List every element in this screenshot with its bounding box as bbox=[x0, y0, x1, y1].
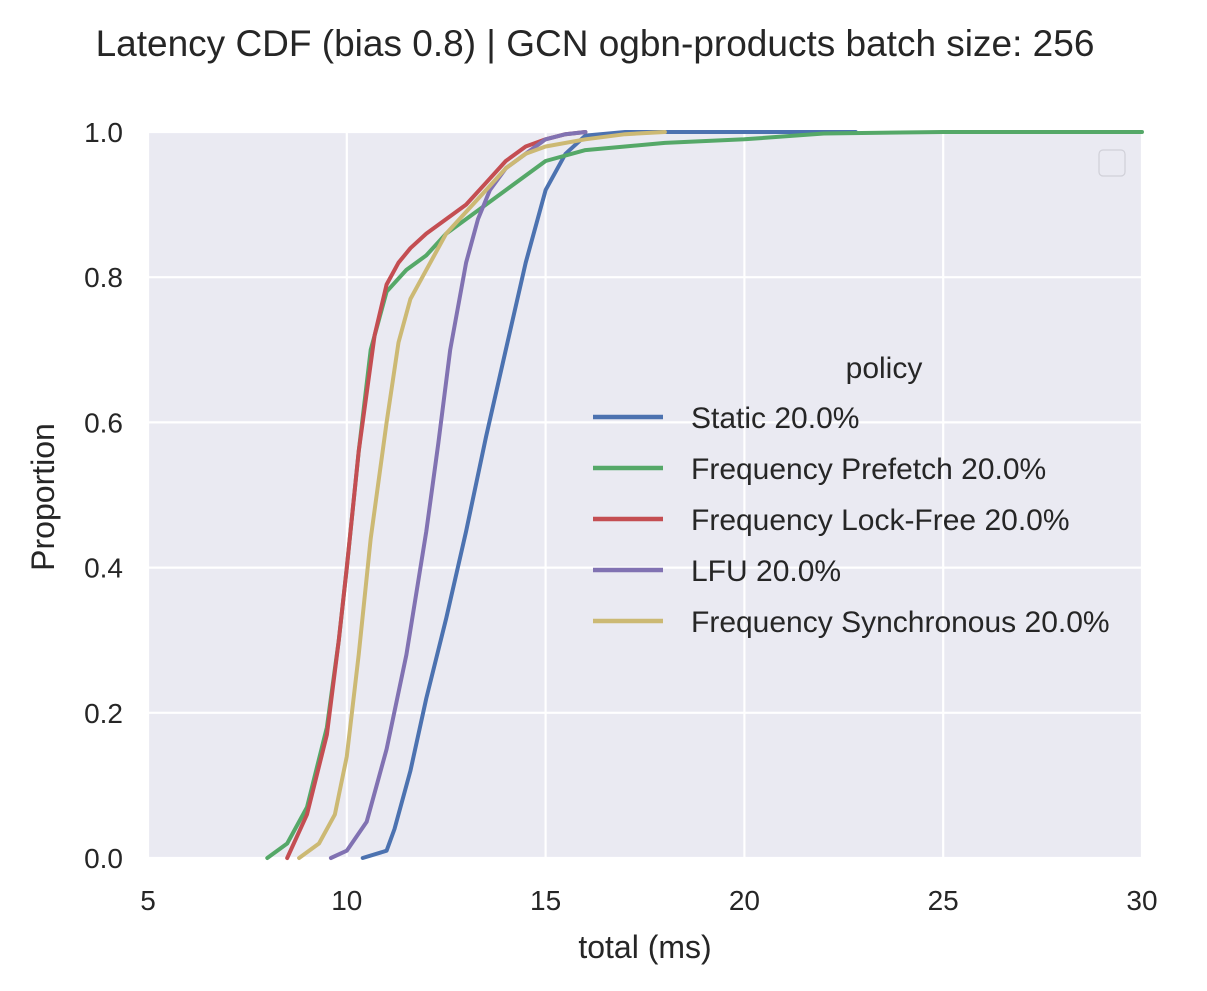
y-tick-label: 1.0 bbox=[84, 117, 123, 148]
legend-title: policy bbox=[846, 352, 923, 385]
plot-area bbox=[148, 132, 1142, 858]
legend-label-1: Frequency Prefetch 20.0% bbox=[691, 453, 1046, 486]
y-tick-label: 0.8 bbox=[84, 262, 123, 293]
legend-label-0: Static 20.0% bbox=[691, 402, 859, 435]
x-tick-label: 10 bbox=[331, 885, 362, 916]
x-axis-label: total (ms) bbox=[578, 929, 711, 965]
series-line-4 bbox=[297, 130, 667, 860]
series-lines bbox=[265, 130, 1144, 860]
legend: policy Static 20.0% Frequency Prefetch 20… bbox=[593, 352, 1110, 639]
x-tick-label: 25 bbox=[928, 885, 959, 916]
series-line-3 bbox=[328, 130, 588, 860]
y-tick-label: 0.6 bbox=[84, 407, 123, 438]
chart-title: Latency CDF (bias 0.8) | GCN ogbn-produc… bbox=[96, 23, 1095, 64]
y-axis-ticks: 0.0 0.2 0.4 0.6 0.8 1.0 bbox=[84, 117, 123, 874]
y-tick-label: 0.4 bbox=[84, 553, 123, 584]
legend-box bbox=[1098, 149, 1126, 177]
x-tick-label: 20 bbox=[729, 885, 760, 916]
grid-lines bbox=[146, 130, 1144, 860]
y-tick-label: 0.2 bbox=[84, 698, 123, 729]
legend-label-4: Frequency Synchronous 20.0% bbox=[691, 606, 1110, 639]
x-tick-label: 15 bbox=[530, 885, 561, 916]
x-tick-label: 30 bbox=[1126, 885, 1157, 916]
legend-label-2: Frequency Lock-Free 20.0% bbox=[691, 504, 1070, 537]
x-axis-ticks: 5 10 15 20 25 30 bbox=[140, 885, 1157, 916]
y-axis-label: Proportion bbox=[25, 423, 61, 571]
legend-label-3: LFU 20.0% bbox=[691, 555, 841, 588]
series-line-2 bbox=[285, 130, 588, 860]
series-line-0 bbox=[360, 130, 858, 860]
y-tick-label: 0.0 bbox=[84, 843, 123, 874]
x-tick-label: 5 bbox=[140, 885, 156, 916]
